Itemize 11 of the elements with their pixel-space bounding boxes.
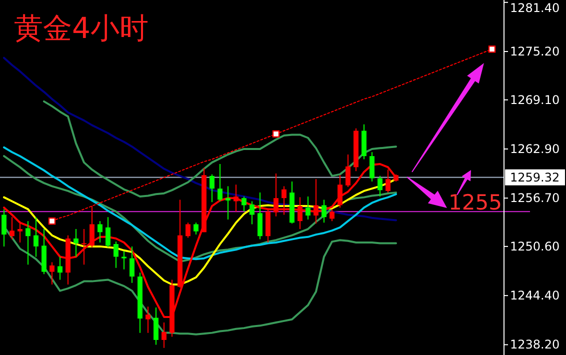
- y-tick-label: 1275.20: [510, 44, 560, 59]
- y-tick-label: 1262.90: [510, 142, 560, 156]
- y-tick-label: 1250.60: [510, 239, 560, 254]
- y-tick-label: 1269.10: [510, 92, 560, 107]
- annotation: 1255: [448, 190, 502, 215]
- y-tick-label: 1244.40: [510, 288, 560, 303]
- chart-title: 黄金4小时: [14, 11, 148, 45]
- y-tick-label: 1256.70: [510, 191, 560, 206]
- y-tick-label: 1238.20: [510, 338, 560, 352]
- ref-line-label: 1259.32: [510, 170, 560, 184]
- y-tick-label: 1281.40: [510, 1, 560, 15]
